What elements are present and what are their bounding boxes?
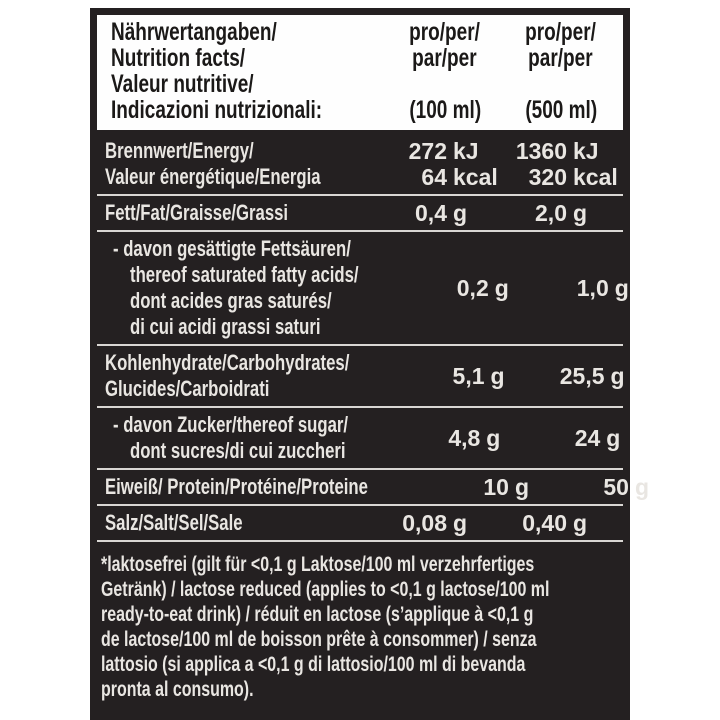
- serving-size-100ml: (100 ml): [408, 96, 481, 124]
- header-col-per-100ml: pro/per/ par/per (100 ml): [389, 19, 501, 123]
- value-number: 0,40: [522, 510, 567, 536]
- footnote-line: de lactose/100 ml de boisson prête à con…: [101, 628, 537, 651]
- value-number: 50: [603, 474, 629, 500]
- serving-size-500ml: (500 ml): [524, 96, 597, 124]
- value-per-500ml: 50 g: [563, 474, 683, 500]
- row-saturated-fat: - davon gesättigte Fettsäuren/ thereof s…: [97, 232, 629, 346]
- value-unit: g: [490, 363, 505, 389]
- value-per-500ml: 1,0 g: [543, 275, 663, 301]
- footnote-line: ready-to-eat drink) / réduit en lactose …: [101, 603, 534, 626]
- footnote-line: *laktosefrei (gilt für <0,1 g Laktose/10…: [101, 553, 535, 576]
- row-label-line: Valeur énergétique/Energia: [105, 164, 321, 189]
- value-per-500ml: 2,0 g: [501, 200, 621, 226]
- row-label: Kohlenhydrate/Carbohydrates/ Glucides/Ca…: [105, 350, 427, 402]
- row-label: Brennwert/Energy/ Valeur énergétique/Ene…: [105, 138, 389, 190]
- row-label: - davon Zucker/thereof sugar/ dont sucre…: [105, 412, 422, 464]
- row-label: Eiweiß/ Protein/Protéine/Proteine: [105, 474, 451, 500]
- value-unit: g: [634, 474, 650, 500]
- value-number: 4,8: [448, 425, 481, 451]
- value-per-100ml: 4,8 g: [422, 425, 534, 451]
- per-serving-label: pro/per/ par/per: [514, 19, 607, 71]
- value-per-100ml: 5,1 g: [427, 363, 539, 389]
- header-product-col: Nährwertangaben/ Nutrition facts/ Valeur…: [111, 19, 389, 123]
- value-per-500ml: 1360 kJ 320 kcal: [501, 138, 621, 190]
- value-number: 10: [483, 474, 509, 500]
- value-per-100ml: 0,4 g: [389, 200, 501, 226]
- value-per-100ml: 0,2 g: [431, 275, 543, 301]
- value-number: 1,0: [576, 275, 609, 301]
- value-number: 0,4: [415, 200, 447, 226]
- per-line-1: pro/per/: [409, 18, 481, 46]
- lactose-footnote: *laktosefrei (gilt für <0,1 g Laktose/10…: [97, 552, 623, 702]
- row-carbohydrates: Kohlenhydrate/Carbohydrates/ Glucides/Ca…: [97, 346, 625, 408]
- header-col-per-500ml: pro/per/ par/per (500 ml): [501, 19, 621, 123]
- value-unit: kJ: [573, 138, 599, 164]
- row-label-line: dont sucres/di cui zuccheri: [130, 438, 346, 463]
- row-label-line: Fett/Fat/Graisse/Grassi: [105, 200, 289, 225]
- per-serving-label: pro/per/ par/per: [398, 19, 491, 71]
- value-number: 25,5: [559, 363, 605, 389]
- value-unit: kcal: [453, 164, 498, 190]
- value-unit: g: [614, 275, 629, 301]
- per-line-2: par/per: [528, 44, 593, 72]
- header-title-it: Indicazioni nutrizionali:: [111, 96, 323, 124]
- per-line-1: pro/per/: [525, 18, 597, 46]
- footnote-line: Getränk) / lactose reduced (applies to <…: [101, 578, 550, 601]
- value-number: 0,2: [456, 275, 489, 301]
- row-sugars: - davon Zucker/thereof sugar/ dont sucre…: [97, 408, 623, 470]
- row-label-line: Salz/Salt/Sel/Sale: [105, 510, 243, 535]
- value-unit: g: [486, 425, 501, 451]
- row-label-line: Kohlenhydrate/Carbohydrates/: [105, 350, 350, 375]
- value-number: 1360: [515, 138, 567, 164]
- value-unit: g: [453, 200, 468, 226]
- row-label-line: di cui acidi grassi saturi: [130, 314, 321, 339]
- row-label: Fett/Fat/Graisse/Grassi: [105, 200, 389, 226]
- value-unit: g: [606, 425, 621, 451]
- row-label: Salz/Salt/Sel/Sale: [105, 510, 389, 536]
- value-per-500ml: 0,40 g: [501, 510, 621, 536]
- value-number: 320: [528, 164, 567, 190]
- nutrition-table-header: Nährwertangaben/ Nutrition facts/ Valeur…: [97, 15, 623, 130]
- value-number: 0,08: [402, 510, 447, 536]
- row-label-line: Brennwert/Energy/: [105, 138, 254, 163]
- per-line-2: par/per: [412, 44, 477, 72]
- nutrition-label: Nährwertangaben/ Nutrition facts/ Valeur…: [90, 8, 649, 720]
- value-unit: g: [610, 363, 625, 389]
- value-number: 24: [574, 425, 601, 451]
- value-per-100ml: 10 g: [451, 474, 563, 500]
- value-unit: g: [573, 510, 588, 536]
- value-unit: kcal: [573, 164, 618, 190]
- footnote-line: pronta al consumo).: [101, 678, 254, 701]
- value-number: 272: [408, 138, 447, 164]
- value-number: 64: [421, 164, 447, 190]
- row-energy: Brennwert/Energy/ Valeur énergétique/Ene…: [97, 134, 623, 196]
- row-label-line: thereof saturated fatty acids/: [130, 262, 359, 287]
- row-salt: Salz/Salt/Sel/Sale 0,08 g 0,40 g: [97, 506, 623, 542]
- row-label-line: - davon Zucker/thereof sugar/: [113, 412, 349, 437]
- row-protein: Eiweiß/ Protein/Protéine/Proteine 10 g 50…: [97, 470, 649, 506]
- value-unit: g: [573, 200, 588, 226]
- row-label-line: dont acides gras saturés/: [130, 288, 332, 313]
- row-label: - davon gesättigte Fettsäuren/ thereof s…: [105, 236, 431, 340]
- header-title-en: Nutrition facts/: [111, 44, 246, 72]
- row-label-line: - davon gesättigte Fettsäuren/: [113, 236, 351, 261]
- value-per-100ml: 0,08 g: [389, 510, 501, 536]
- value-unit: g: [453, 510, 468, 536]
- header-title-fr: Valeur nutritive/: [111, 70, 254, 98]
- value-number: 2,0: [535, 200, 567, 226]
- value-unit: g: [494, 275, 509, 301]
- value-per-100ml: 272 kJ 64 kcal: [389, 138, 501, 190]
- value-per-500ml: 25,5 g: [539, 363, 659, 389]
- row-label-line: Eiweiß/ Protein/Protéine/Proteine: [105, 474, 368, 499]
- row-label-line: Glucides/Carboidrati: [105, 376, 270, 401]
- row-fat: Fett/Fat/Graisse/Grassi 0,4 g 2,0 g: [97, 196, 623, 232]
- value-unit: kJ: [453, 138, 479, 164]
- value-unit: g: [514, 474, 530, 500]
- header-title-de: Nährwertangaben/: [111, 18, 277, 46]
- footnote-line: lattosio (si applica a <0,1 g di lattosi…: [101, 653, 526, 676]
- value-number: 5,1: [452, 363, 485, 389]
- value-per-500ml: 24 g: [534, 425, 654, 451]
